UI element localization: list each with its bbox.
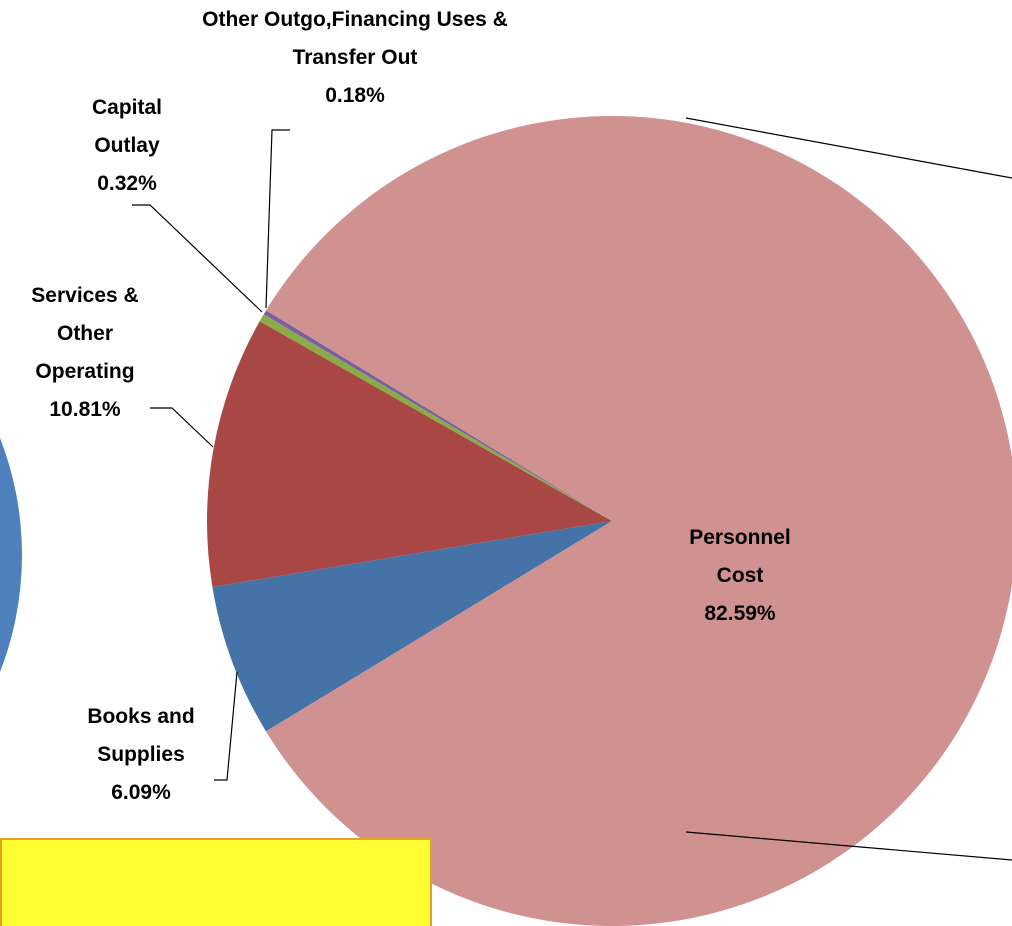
connector-lines [132, 117, 1012, 861]
category-label: Other Outgo,Financing Uses & Transfer Ou… [202, 8, 508, 69]
pie-slice [212, 521, 612, 732]
data-label: Books and Supplies 6.09% [66, 698, 216, 812]
category-label: Services & Other Operating [31, 284, 139, 383]
value-label: 10.81% [49, 398, 121, 421]
category-label: Personnel Cost [689, 526, 791, 587]
value-label: 6.09% [111, 781, 171, 804]
category-label: Books and Supplies [87, 705, 195, 766]
pie-slice [263, 310, 612, 521]
value-label: 0.18% [325, 84, 385, 107]
secondary-pie-edge [0, 438, 22, 672]
pie-slice [207, 321, 612, 587]
value-label: 82.59% [704, 602, 776, 625]
data-label: Personnel Cost 82.59% [670, 519, 810, 633]
pie-slice [259, 314, 612, 521]
note-box [0, 838, 432, 926]
pie [207, 116, 1012, 926]
data-label: Services & Other Operating 10.81% [10, 277, 160, 429]
data-label: Capital Outlay 0.32% [67, 89, 187, 203]
data-label: Other Outgo,Financing Uses & Transfer Ou… [190, 1, 520, 115]
pie-slice [265, 116, 1012, 926]
category-label: Capital Outlay [91, 96, 162, 157]
value-label: 0.32% [97, 172, 157, 195]
